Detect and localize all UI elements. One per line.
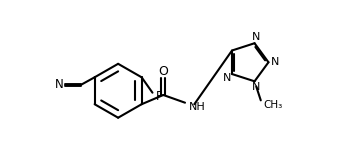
Text: F: F <box>156 90 163 103</box>
Text: NH: NH <box>189 102 206 112</box>
Text: CH₃: CH₃ <box>263 100 282 110</box>
Text: N: N <box>54 79 63 91</box>
Text: N: N <box>252 32 261 42</box>
Text: O: O <box>158 65 168 78</box>
Text: N: N <box>223 73 231 83</box>
Text: N: N <box>271 57 279 67</box>
Text: N: N <box>252 82 261 92</box>
